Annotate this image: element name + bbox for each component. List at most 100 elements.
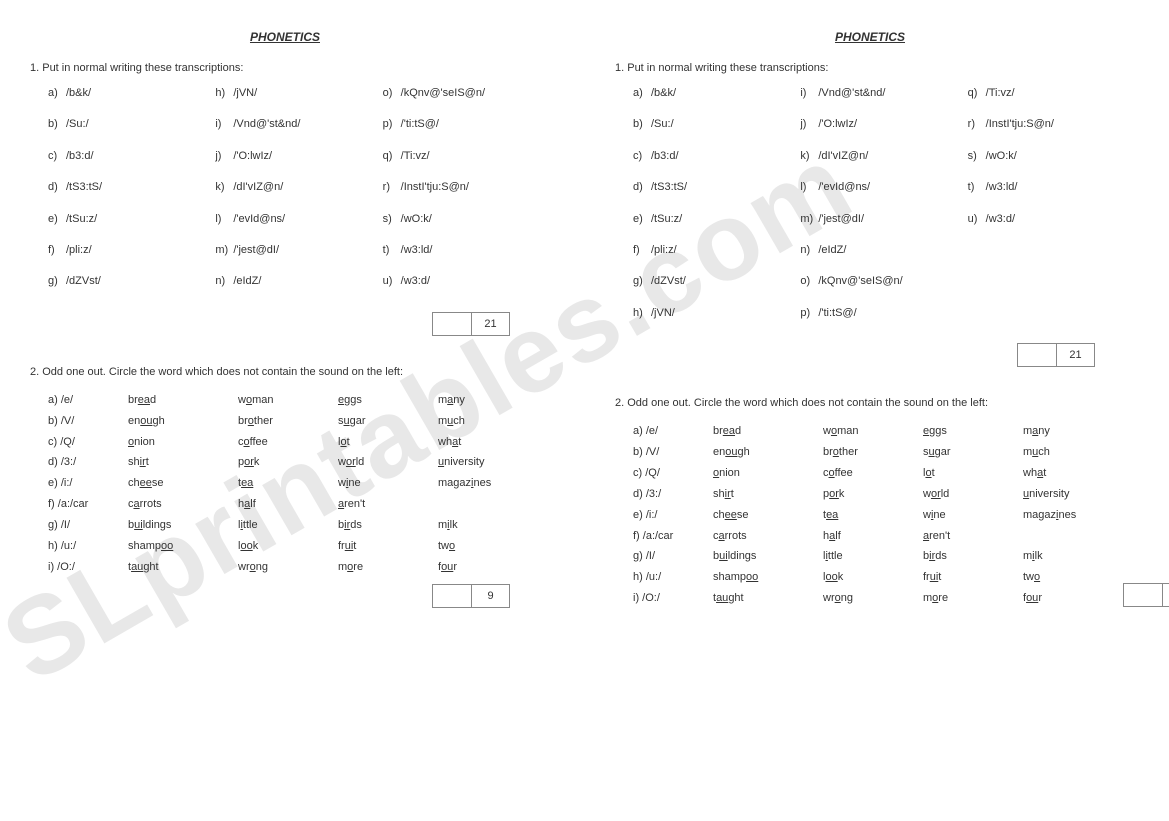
- underlined-letters: oo: [161, 540, 173, 552]
- item-label: t): [383, 243, 401, 258]
- odd-word: sugar: [923, 442, 1023, 463]
- odd-row-label: b) /V/: [633, 442, 713, 463]
- item-label: g): [48, 274, 66, 289]
- odd-row-label: d) /3:/: [48, 452, 128, 473]
- underlined-letters: u: [1032, 446, 1038, 458]
- item-label: p): [800, 306, 818, 321]
- item-label: q): [968, 86, 986, 101]
- item-value: /eIdZ/: [818, 244, 846, 256]
- item-label: i): [800, 86, 818, 101]
- odd-word: woman: [823, 421, 923, 442]
- odd-word: eggs: [338, 390, 438, 411]
- item-value: /jVN/: [651, 307, 675, 319]
- transcription-item: k)/dI'vIZ@n/: [800, 149, 957, 164]
- transcription-item: u)/w3:d/: [383, 274, 540, 289]
- odd-word: pork: [823, 484, 923, 505]
- underlined-letters: ea: [138, 394, 150, 406]
- q2-prompt: 2. Odd one out. Circle the word which do…: [615, 397, 1125, 409]
- odd-word: coffee: [823, 463, 923, 484]
- underlined-letters: o: [1034, 571, 1040, 583]
- item-value: /b&k/: [66, 87, 91, 99]
- odd-word: tea: [823, 505, 923, 526]
- odd-word: shampoo: [128, 536, 238, 557]
- q1-score-value: 21: [1056, 344, 1094, 366]
- item-label: l): [215, 212, 233, 227]
- item-value: /tSu:z/: [66, 213, 97, 225]
- odd-word: much: [1023, 442, 1123, 463]
- transcription-item: a)/b&k/: [633, 86, 790, 101]
- item-value: /w3:d/: [401, 275, 430, 287]
- underlined-letters: or: [346, 456, 356, 468]
- underlined-letters: ir: [344, 519, 350, 531]
- odd-word: wrong: [238, 557, 338, 578]
- odd-word: taught: [713, 588, 823, 609]
- underlined-letters: i: [931, 509, 933, 521]
- transcription-item: g)/dZVst/: [633, 274, 790, 289]
- item-value: /Ti:vz/: [401, 150, 430, 162]
- item-label: b): [48, 117, 66, 132]
- odd-word: two: [438, 536, 538, 557]
- odd-row: d) /3:/shirtporkworlduniversity: [48, 452, 540, 473]
- item-label: p): [383, 117, 401, 132]
- q1-grid: a)/b&k/b)/Su:/c)/b3:d/d)/tS3:tS/e)/tSu:z…: [615, 86, 1125, 337]
- item-label: f): [633, 243, 651, 258]
- item-value: /pli:z/: [651, 244, 677, 256]
- underlined-letters: a: [244, 498, 250, 510]
- underlined-letters: a: [1037, 467, 1043, 479]
- item-label: s): [383, 212, 401, 227]
- transcription-item: s)/wO:k/: [968, 149, 1125, 164]
- underlined-letters: ou: [441, 561, 453, 573]
- odd-word: carrots: [128, 494, 238, 515]
- transcription-item: l)/'evId@ns/: [800, 180, 957, 195]
- item-value: /'evId@ns/: [233, 213, 285, 225]
- underlined-letters: o: [246, 394, 252, 406]
- item-value: /Su:/: [651, 118, 674, 130]
- underlined-letters: oo: [825, 571, 837, 583]
- item-label: o): [383, 86, 401, 101]
- item-value: /dI'vIZ@n/: [818, 150, 868, 162]
- underlined-letters: ui: [930, 571, 939, 583]
- odd-word: brother: [238, 411, 338, 432]
- item-value: /tSu:z/: [651, 213, 682, 225]
- odd-row: b) /V/enoughbrothersugarmuch: [633, 442, 1123, 463]
- odd-word: world: [338, 452, 438, 473]
- item-value: /wO:k/: [986, 150, 1017, 162]
- underlined-letters: a: [719, 530, 725, 542]
- q2-section: 2. Odd one out. Circle the word which do…: [615, 397, 1125, 609]
- item-label: k): [800, 149, 818, 164]
- transcription-item: c)/b3:d/: [633, 149, 790, 164]
- odd-row-label: a) /e/: [48, 390, 128, 411]
- transcription-item: k)/dI'vIZ@n/: [215, 180, 372, 195]
- item-value: /kQnv@'seIS@n/: [401, 87, 485, 99]
- item-value: /jVN/: [233, 87, 257, 99]
- odd-row-label: f) /a:/car: [633, 526, 713, 547]
- odd-word: wrong: [823, 588, 923, 609]
- underlined-letters: o: [250, 561, 256, 573]
- odd-row: g) /I/buildingslittlebirdsmilk: [633, 546, 1123, 567]
- underlined-letters: ee: [725, 509, 737, 521]
- odd-word: coffee: [238, 432, 338, 453]
- q2-table: a) /e/breadwomaneggsmanyb) /V/enoughbrot…: [615, 421, 1123, 609]
- odd-word: little: [238, 515, 338, 536]
- underlined-letters: i: [1032, 550, 1034, 562]
- worksheet-left: PHONETICS 1. Put in normal writing these…: [0, 0, 560, 618]
- item-label: k): [215, 180, 233, 195]
- odd-row: i) /O:/taughtwrongmorefour: [48, 557, 540, 578]
- underlined-letters: au: [131, 561, 143, 573]
- transcription-item: t)/w3:ld/: [383, 243, 540, 258]
- underlined-letters: ea: [826, 509, 838, 521]
- underlined-letters: or: [829, 488, 839, 500]
- odd-word: milk: [438, 515, 538, 536]
- transcription-item: o)/kQnv@'seIS@n/: [800, 274, 957, 289]
- underlined-letters: o: [248, 415, 254, 427]
- underlined-letters: i: [240, 519, 242, 531]
- odd-row: c) /Q/onioncoffeelotwhat: [48, 432, 540, 453]
- odd-word: shirt: [128, 452, 238, 473]
- odd-word: [438, 494, 538, 515]
- odd-row-label: b) /V/: [48, 411, 128, 432]
- underlined-letters: o: [128, 436, 134, 448]
- item-label: a): [633, 86, 651, 101]
- item-label: g): [633, 274, 651, 289]
- underlined-letters: oo: [240, 540, 252, 552]
- odd-word: half: [823, 526, 923, 547]
